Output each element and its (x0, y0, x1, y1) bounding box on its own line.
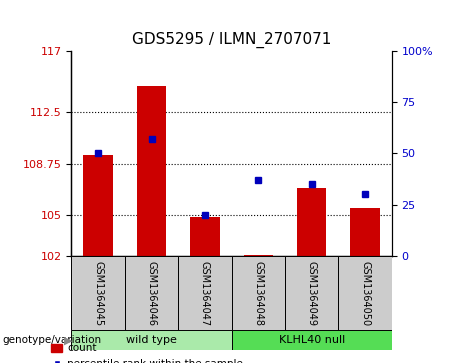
Bar (285, 256, 338, 330)
Bar (178, 256, 231, 330)
Bar (338, 256, 392, 330)
Bar (350, 208, 380, 256)
Text: wild type: wild type (126, 335, 177, 345)
Text: GSM1364050: GSM1364050 (360, 261, 370, 326)
Text: genotype/variation: genotype/variation (2, 335, 101, 345)
Bar (137, 86, 166, 256)
Text: ▶: ▶ (64, 335, 72, 345)
Bar (231, 330, 392, 350)
Text: GSM1364048: GSM1364048 (254, 261, 263, 326)
Bar (71, 256, 125, 330)
Bar (190, 217, 219, 256)
Text: KLHL40 null: KLHL40 null (278, 335, 345, 345)
Bar (297, 188, 326, 256)
Bar (231, 256, 285, 330)
Bar (244, 255, 273, 256)
Bar (83, 155, 113, 256)
Bar (125, 256, 178, 330)
Text: GSM1364049: GSM1364049 (307, 261, 317, 326)
Text: GSM1364045: GSM1364045 (93, 261, 103, 326)
Text: GSM1364046: GSM1364046 (147, 261, 157, 326)
Title: GDS5295 / ILMN_2707071: GDS5295 / ILMN_2707071 (132, 32, 331, 48)
Legend: count, percentile rank within the sample: count, percentile rank within the sample (51, 343, 243, 363)
Bar (71, 330, 231, 350)
Text: GSM1364047: GSM1364047 (200, 261, 210, 326)
